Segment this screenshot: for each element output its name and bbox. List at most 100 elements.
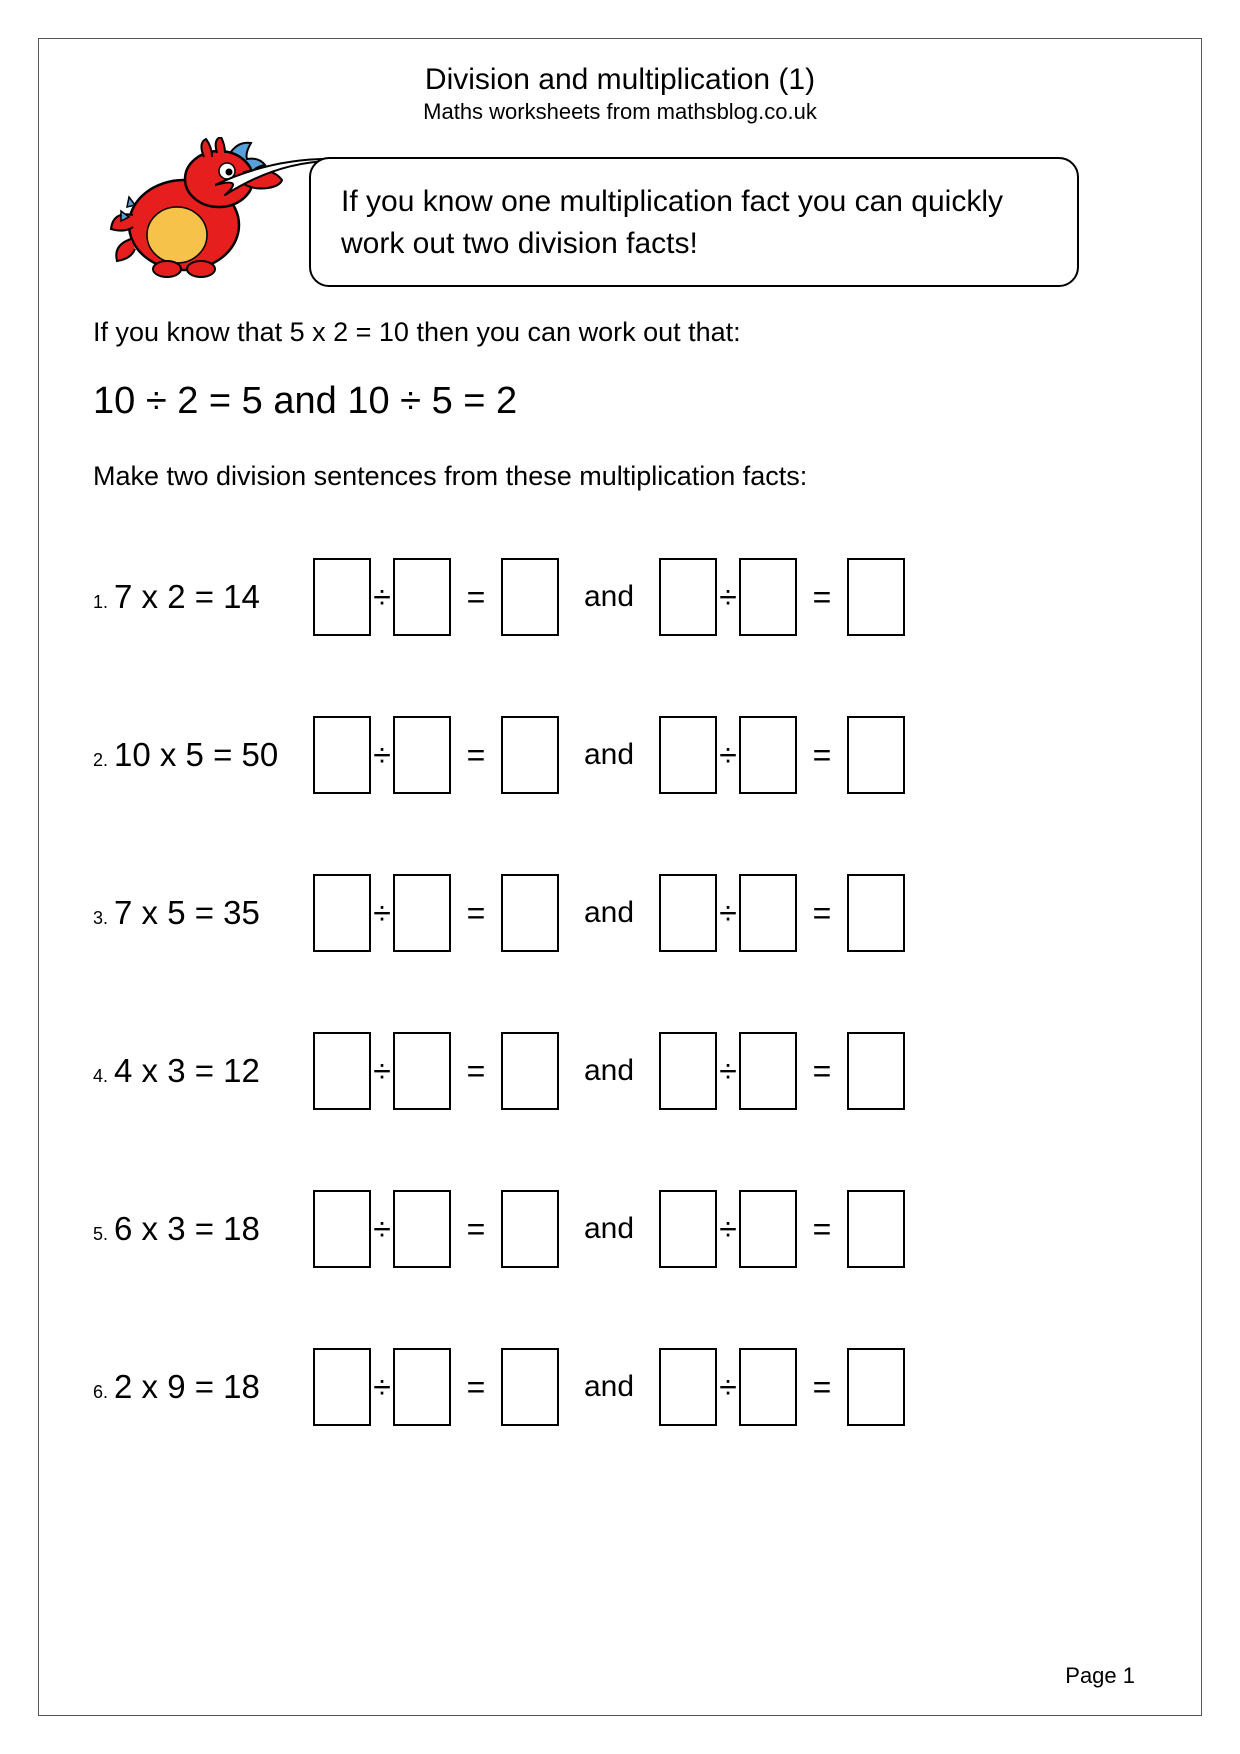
answer-box[interactable] <box>393 1032 451 1110</box>
worksheet-title: Division and multiplication (1) <box>39 63 1201 97</box>
divide-symbol: ÷ <box>371 1369 393 1406</box>
answer-box[interactable] <box>313 874 371 952</box>
answer-box[interactable] <box>739 1190 797 1268</box>
equals-symbol: = <box>797 895 847 932</box>
answer-box[interactable] <box>847 874 905 952</box>
division-sentence: ÷= <box>659 874 905 952</box>
problem-prompt: 4. 4 x 3 = 12 <box>93 1052 313 1090</box>
problem-prompt: 5.6 x 3 = 18 <box>93 1210 313 1248</box>
divide-symbol: ÷ <box>371 1211 393 1248</box>
problem-number: 4. <box>93 1066 108 1087</box>
problem-list: 1.7 x 2 = 14÷=and÷=2.10 x 5 = 50÷=and÷=3… <box>93 552 1153 1432</box>
worksheet-header: Division and multiplication (1) Maths wo… <box>39 63 1201 125</box>
division-sentence: ÷= <box>659 558 905 636</box>
divide-symbol: ÷ <box>717 579 739 616</box>
division-sentence: ÷= <box>659 716 905 794</box>
equals-symbol: = <box>451 1211 501 1248</box>
answer-box[interactable] <box>847 558 905 636</box>
problem-equation: 7 x 5 = 35 <box>114 894 260 932</box>
divide-symbol: ÷ <box>371 737 393 774</box>
instructions-text: Make two division sentences from these m… <box>93 461 1153 492</box>
division-sentence: ÷= <box>313 874 559 952</box>
answer-box[interactable] <box>501 558 559 636</box>
answer-box[interactable] <box>739 716 797 794</box>
problem-row: 6.2 x 9 = 18÷=and÷= <box>93 1342 1153 1432</box>
division-sentence: ÷= <box>313 1032 559 1110</box>
answer-box[interactable] <box>393 558 451 636</box>
answer-box[interactable] <box>847 1348 905 1426</box>
divide-symbol: ÷ <box>717 1369 739 1406</box>
answer-box[interactable] <box>739 1032 797 1110</box>
answer-box[interactable] <box>393 874 451 952</box>
problem-number: 1. <box>93 592 108 613</box>
problem-row: 4.4 x 3 = 12÷=and÷= <box>93 1026 1153 1116</box>
answer-box[interactable] <box>313 716 371 794</box>
example-equation: 10 ÷ 2 = 5 and 10 ÷ 5 = 2 <box>93 380 1153 423</box>
answer-box[interactable] <box>313 1348 371 1426</box>
answer-box[interactable] <box>501 1032 559 1110</box>
answer-box[interactable] <box>659 1348 717 1426</box>
and-word: and <box>559 1054 659 1088</box>
divide-symbol: ÷ <box>371 1053 393 1090</box>
answer-box[interactable] <box>739 1348 797 1426</box>
answer-box[interactable] <box>501 1348 559 1426</box>
equals-symbol: = <box>797 579 847 616</box>
worksheet-subtitle: Maths worksheets from mathsblog.co.uk <box>39 99 1201 125</box>
problem-row: 3.7 x 5 = 35÷=and÷= <box>93 868 1153 958</box>
answer-box[interactable] <box>393 716 451 794</box>
answer-box[interactable] <box>501 1190 559 1268</box>
division-sentence: ÷= <box>313 716 559 794</box>
divide-symbol: ÷ <box>371 895 393 932</box>
answer-box[interactable] <box>847 1032 905 1110</box>
equals-symbol: = <box>451 579 501 616</box>
intro-text: If you know that 5 x 2 = 10 then you can… <box>93 317 1153 348</box>
problem-row: 5.6 x 3 = 18÷=and÷= <box>93 1184 1153 1274</box>
divide-symbol: ÷ <box>371 579 393 616</box>
problem-prompt: 2.10 x 5 = 50 <box>93 736 313 774</box>
problem-number: 6. <box>93 1382 108 1403</box>
divide-symbol: ÷ <box>717 737 739 774</box>
division-sentence: ÷= <box>313 1348 559 1426</box>
answer-box[interactable] <box>393 1190 451 1268</box>
worksheet-body: If you know that 5 x 2 = 10 then you can… <box>93 317 1153 1500</box>
answer-box[interactable] <box>659 1032 717 1110</box>
equals-symbol: = <box>451 895 501 932</box>
and-word: and <box>559 738 659 772</box>
problem-prompt: 6. 2 x 9 = 18 <box>93 1368 313 1406</box>
problem-prompt: 3.7 x 5 = 35 <box>93 894 313 932</box>
and-word: and <box>559 896 659 930</box>
answer-box[interactable] <box>659 1190 717 1268</box>
answer-box[interactable] <box>501 716 559 794</box>
answer-box[interactable] <box>393 1348 451 1426</box>
answer-box[interactable] <box>739 558 797 636</box>
equals-symbol: = <box>797 1053 847 1090</box>
answer-box[interactable] <box>313 1032 371 1110</box>
problem-equation: 4 x 3 = 12 <box>114 1052 260 1090</box>
division-sentence: ÷= <box>313 1190 559 1268</box>
equals-symbol: = <box>451 1053 501 1090</box>
equals-symbol: = <box>797 1369 847 1406</box>
answer-box[interactable] <box>313 558 371 636</box>
and-word: and <box>559 1212 659 1246</box>
problem-number: 2. <box>93 750 108 771</box>
divide-symbol: ÷ <box>717 895 739 932</box>
page-frame: Division and multiplication (1) Maths wo… <box>38 38 1202 1716</box>
answer-box[interactable] <box>739 874 797 952</box>
answer-box[interactable] <box>847 716 905 794</box>
and-word: and <box>559 580 659 614</box>
answer-box[interactable] <box>659 558 717 636</box>
answer-box[interactable] <box>847 1190 905 1268</box>
problem-row: 1.7 x 2 = 14÷=and÷= <box>93 552 1153 642</box>
equals-symbol: = <box>797 737 847 774</box>
problem-equation: 2 x 9 = 18 <box>114 1368 260 1406</box>
answer-box[interactable] <box>313 1190 371 1268</box>
equals-symbol: = <box>797 1211 847 1248</box>
answer-box[interactable] <box>501 874 559 952</box>
equals-symbol: = <box>451 737 501 774</box>
division-sentence: ÷= <box>313 558 559 636</box>
page-number: Page 1 <box>1065 1663 1135 1689</box>
answer-box[interactable] <box>659 874 717 952</box>
equals-symbol: = <box>451 1369 501 1406</box>
problem-number: 5. <box>93 1224 108 1245</box>
answer-box[interactable] <box>659 716 717 794</box>
